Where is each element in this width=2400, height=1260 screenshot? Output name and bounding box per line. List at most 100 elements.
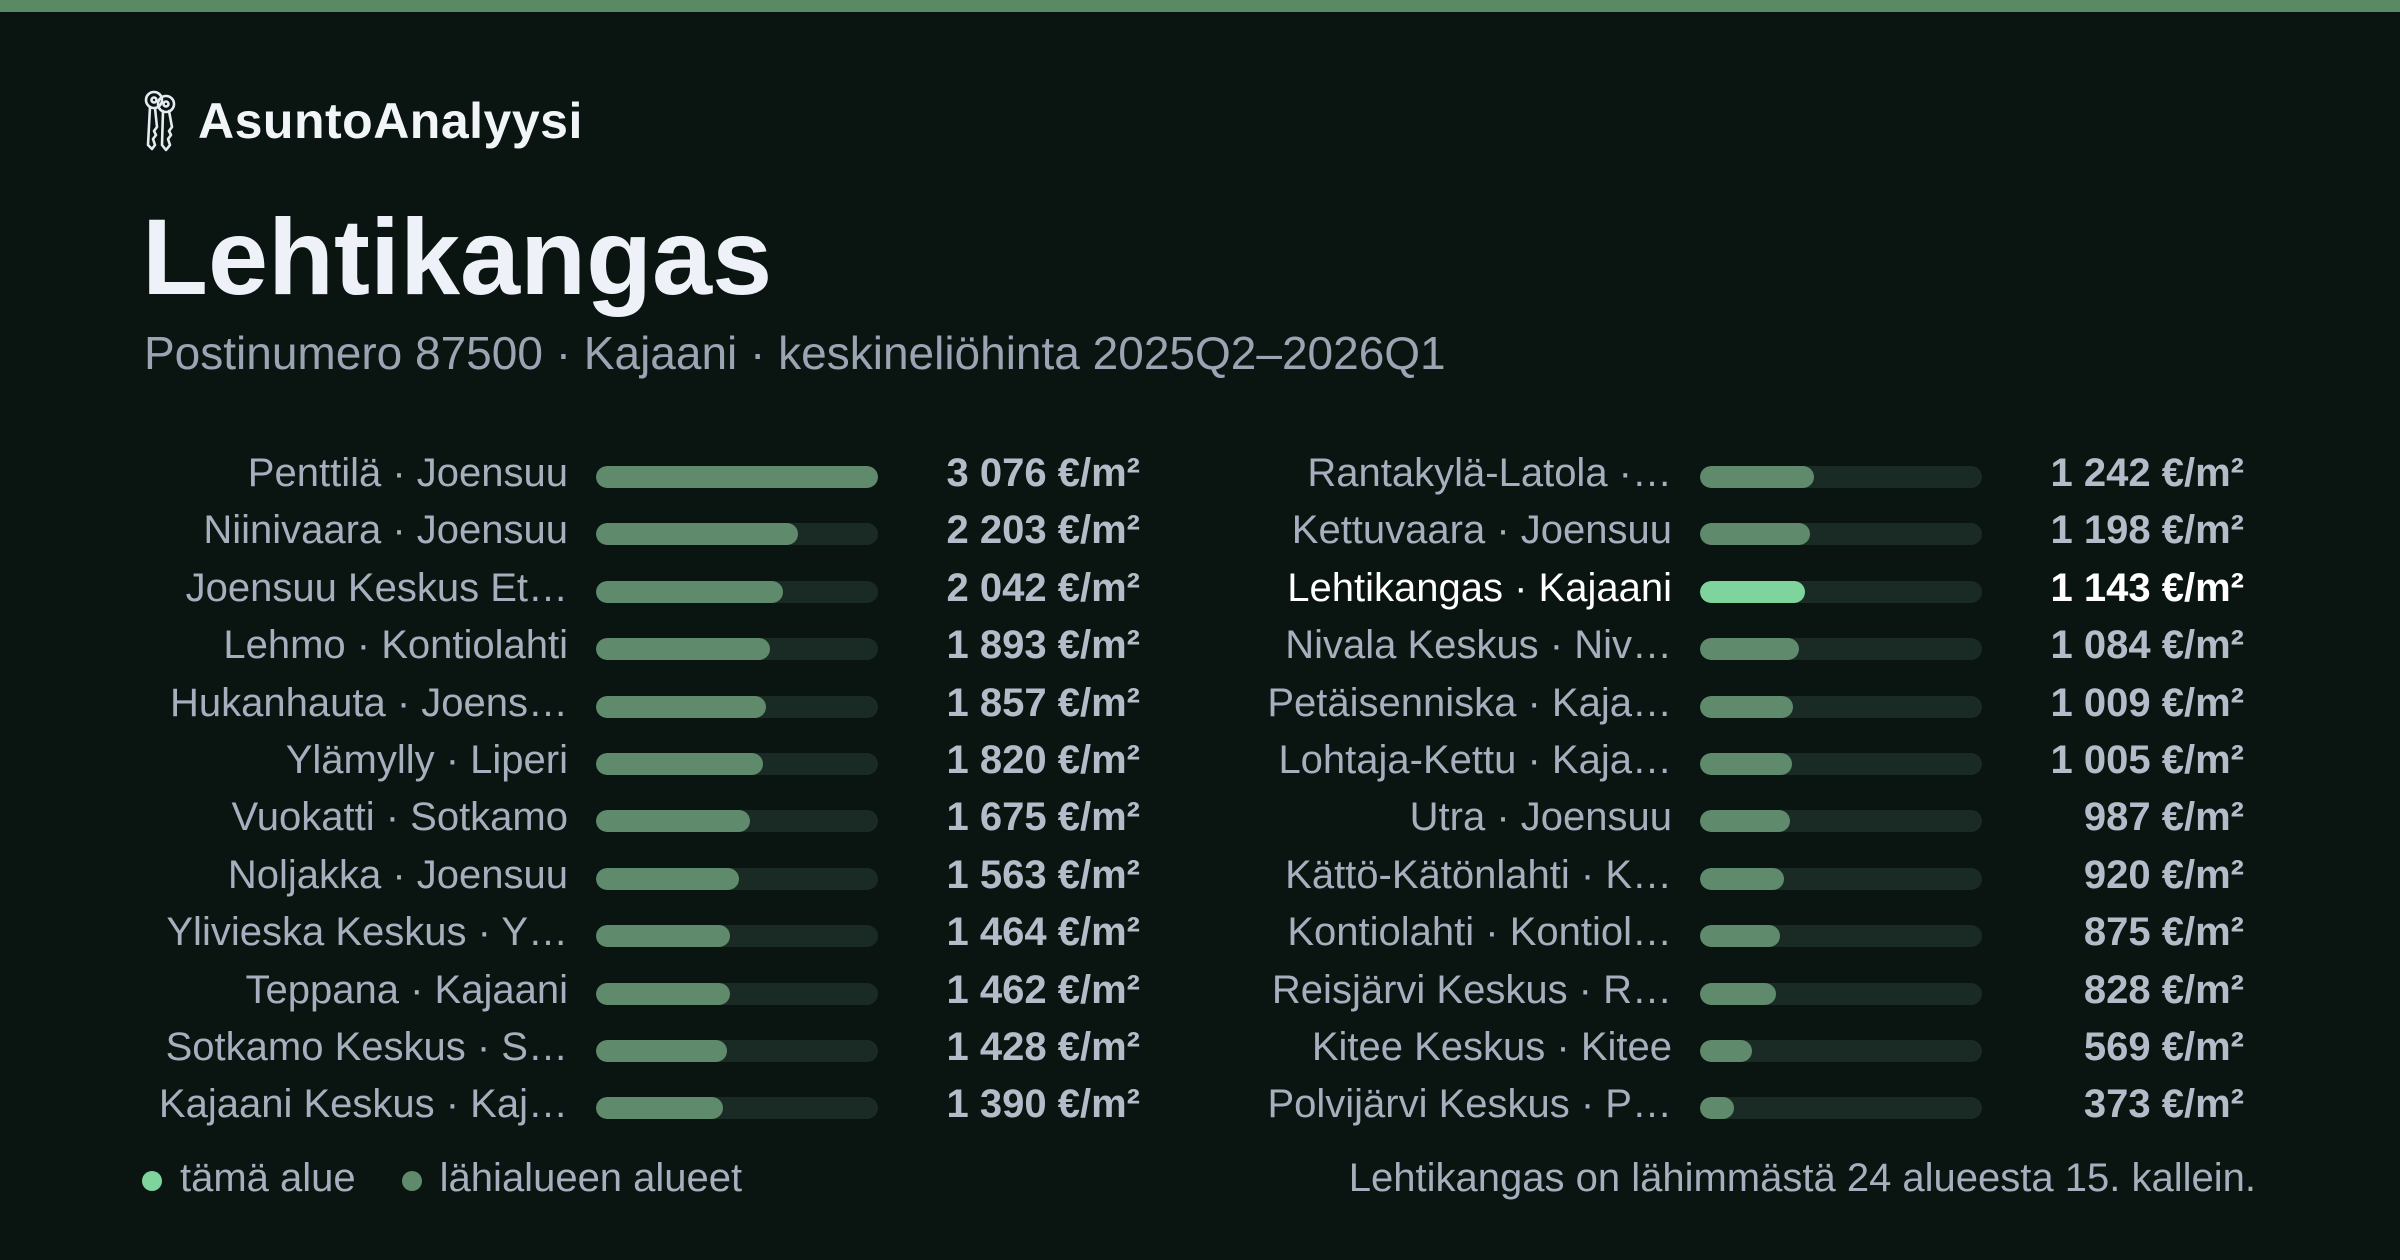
bar-track [596, 580, 878, 603]
bar-track [596, 752, 878, 775]
bar-value-label: 1 563 €/m² [946, 852, 1140, 897]
bar-track [1700, 638, 1982, 661]
bar-value-label: 1 893 €/m² [946, 623, 1140, 668]
bar-row: Petäisenniska · Kaja… 1 009 €/m² [1244, 675, 2244, 732]
bar [1700, 580, 1805, 603]
bar [1700, 867, 1785, 890]
bar-value-label: 2 042 €/m² [946, 565, 1140, 610]
bar-track [1700, 523, 1982, 546]
brand-name: AsuntoAnalyysi [198, 93, 583, 149]
bar-row: Reisjärvi Keskus · R… 828 €/m² [1244, 962, 2244, 1019]
bar-track [1700, 466, 1982, 488]
chart-column-right: Rantakylä-Latola ·… 1 242 €/m² Kettuvaara … [1244, 445, 2244, 1134]
bar-track [1700, 810, 1982, 833]
bar [1700, 810, 1791, 833]
rank-footnote: Lehtikangas on lähimmästä 24 alueesta 15… [1348, 1156, 2256, 1200]
bar-track [1700, 867, 1982, 890]
bar-track [1700, 982, 1982, 1005]
bar-track [1700, 580, 1982, 603]
bar [1700, 466, 1814, 488]
bar-label: Kettuvaara · Joensuu [1291, 508, 1672, 553]
bar [1700, 925, 1781, 948]
bar-value-label: 1 462 €/m² [946, 967, 1140, 1012]
bar-value-label: 920 €/m² [2083, 852, 2244, 897]
bar [596, 752, 763, 775]
legend: tämä alue lähialueen alueet [142, 1148, 788, 1208]
bar-value-label: 569 €/m² [2083, 1024, 2244, 1069]
bar-label: Sotkamo Keskus · S… [165, 1024, 568, 1069]
bar-track [1700, 752, 1982, 775]
bar-row: Vuokatti · Sotkamo 1 675 €/m² [140, 789, 1140, 846]
bar-value-label: 1 005 €/m² [2050, 737, 2244, 782]
bar [1700, 752, 1793, 775]
bar-value-label: 1 198 €/m² [2050, 508, 2244, 553]
bar-track [1700, 1039, 1982, 1062]
bar [596, 867, 740, 890]
bar-row: Penttilä · Joensuu 3 076 €/m² [140, 445, 1140, 502]
bar-value-label: 1 464 €/m² [946, 910, 1140, 955]
bar-label: Rantakylä-Latola ·… [1307, 451, 1672, 495]
bar-value-label: 1 242 €/m² [2050, 451, 2244, 495]
top-accent-bar [0, 0, 2400, 12]
bar-row: Kajaani Keskus · Kaj… 1 390 €/m² [140, 1076, 1140, 1133]
bar-value-label: 1 390 €/m² [946, 1082, 1140, 1127]
bar-row: Teppana · Kajaani 1 462 €/m² [140, 962, 1140, 1019]
bar-label: Teppana · Kajaani [245, 967, 568, 1012]
bar-row: Kättö-Kätönlahti · K… 920 €/m² [1244, 847, 2244, 904]
page-subtitle: Postinumero 87500 · Kajaani · keskineliö… [144, 327, 1446, 379]
brand: AsuntoAnalyysi [140, 88, 583, 154]
legend-item-this-area: tämä alue [142, 1156, 356, 1201]
bar-value-label: 1 143 €/m² [2050, 565, 2244, 610]
bar [596, 1039, 727, 1062]
bar-value-label: 1 857 €/m² [946, 680, 1140, 725]
bar-label: Joensuu Keskus Et… [185, 565, 568, 610]
bar-label: Lehmo · Kontiolahti [223, 623, 568, 668]
bar-row: Ylivieska Keskus · Y… 1 464 €/m² [140, 904, 1140, 961]
bar-label: Kättö-Kätönlahti · K… [1285, 852, 1672, 897]
bar-value-label: 2 203 €/m² [946, 508, 1140, 553]
bar-value-label: 828 €/m² [2083, 967, 2244, 1012]
bar [596, 695, 767, 718]
legend-dot-nearby [401, 1171, 422, 1191]
bar-label: Kontiolahti · Kontiol… [1287, 910, 1672, 955]
bar-label: Hukanhauta · Joens… [169, 680, 568, 725]
bar-value-label: 3 076 €/m² [946, 451, 1140, 495]
bar-label: Penttilä · Joensuu [247, 451, 568, 495]
bar-track [596, 867, 878, 890]
bar-value-label: 1 428 €/m² [946, 1024, 1140, 1069]
bar-track [1700, 695, 1982, 718]
bar-track [1700, 1097, 1982, 1120]
bar-row: Kontiolahti · Kontiol… 875 €/m² [1244, 904, 2244, 961]
bar-track [596, 925, 878, 948]
bar-label: Niinivaara · Joensuu [203, 508, 568, 553]
bar [596, 982, 731, 1005]
bar-label: Petäisenniska · Kaja… [1267, 680, 1672, 725]
bar-label: Reisjärvi Keskus · R… [1271, 967, 1672, 1012]
bar-row: Rantakylä-Latola ·… 1 242 €/m² [1244, 445, 2244, 502]
bar [596, 810, 750, 833]
bar-track [596, 982, 878, 1005]
bar-value-label: 1 009 €/m² [2050, 680, 2244, 725]
bar [596, 1097, 724, 1120]
page-title: Lehtikangas [142, 196, 773, 317]
legend-label-this-area: tämä alue [180, 1155, 356, 1200]
bar-label: Vuokatti · Sotkamo [231, 795, 568, 840]
bar-row: Utra · Joensuu 987 €/m² [1244, 789, 2244, 846]
bar-label: Lehtikangas · Kajaani [1287, 565, 1672, 610]
bar [596, 580, 784, 603]
bar-row: Lehtikangas · Kajaani 1 143 €/m² [1244, 560, 2244, 617]
bar-row: Lohtaja-Kettu · Kaja… 1 005 €/m² [1244, 732, 2244, 789]
bar-row: Niinivaara · Joensuu 2 203 €/m² [140, 502, 1140, 559]
bar [1700, 523, 1810, 546]
bar-value-label: 1 675 €/m² [946, 795, 1140, 840]
bar-track [1700, 925, 1982, 948]
bar-track [596, 466, 878, 488]
bar-row: Noljakka · Joensuu 1 563 €/m² [140, 847, 1140, 904]
bar-row: Ylämylly · Liperi 1 820 €/m² [140, 732, 1140, 789]
bar-row: Polvijärvi Keskus · P… 373 €/m² [1244, 1076, 2244, 1133]
bar [596, 638, 770, 661]
bar [596, 925, 731, 948]
bar-track [596, 810, 878, 833]
bar-label: Polvijärvi Keskus · P… [1267, 1082, 1672, 1127]
bar [1700, 1097, 1735, 1120]
